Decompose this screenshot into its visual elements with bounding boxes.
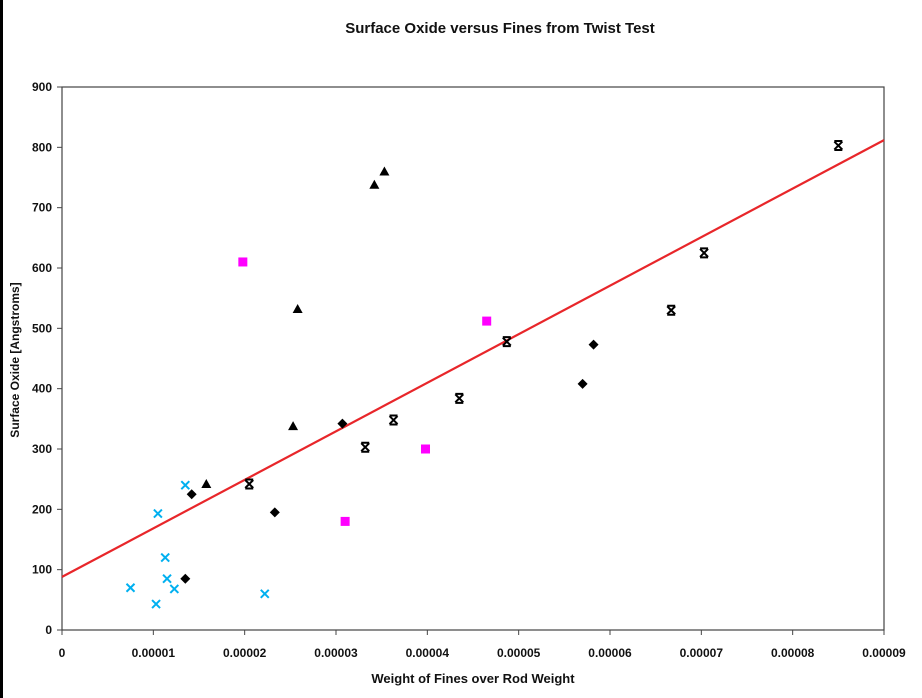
diamond-point bbox=[186, 489, 197, 500]
x-tick-label: 0.00002 bbox=[223, 646, 267, 660]
y-tick-label: 400 bbox=[32, 382, 52, 396]
x-point bbox=[160, 552, 170, 563]
x-tick-label: 0.00001 bbox=[132, 646, 176, 660]
asterisk-point bbox=[360, 441, 370, 453]
y-tick-label: 600 bbox=[32, 261, 52, 275]
triangle-point bbox=[369, 179, 380, 189]
square-point bbox=[421, 444, 431, 454]
asterisk-point bbox=[833, 140, 844, 152]
x-tick-label: 0.00008 bbox=[771, 646, 815, 660]
trendline bbox=[61, 139, 885, 578]
y-tick-label: 200 bbox=[32, 502, 52, 516]
square-point bbox=[340, 516, 350, 526]
asterisk-point bbox=[454, 392, 465, 404]
asterisk-point bbox=[666, 304, 676, 316]
plot-frame bbox=[61, 86, 885, 631]
x-tick-label: 0.00003 bbox=[314, 646, 358, 660]
y-tick-label: 300 bbox=[32, 442, 52, 456]
x-point bbox=[260, 589, 270, 599]
y-tick-label: 900 bbox=[32, 80, 52, 94]
asterisk-point bbox=[502, 336, 512, 348]
asterisk-point bbox=[699, 247, 709, 259]
diamond-point bbox=[180, 573, 191, 584]
x-axis-label: Weight of Fines over Rod Weight bbox=[371, 671, 575, 686]
triangle-point bbox=[201, 478, 212, 488]
x-point bbox=[162, 574, 172, 584]
x-point bbox=[153, 508, 163, 519]
y-tick-label: 700 bbox=[32, 201, 52, 215]
window-edge bbox=[0, 0, 3, 698]
diamond-point bbox=[337, 418, 348, 429]
x-point bbox=[180, 480, 191, 490]
y-tick-label: 0 bbox=[45, 623, 52, 637]
x-tick-label: 0.00005 bbox=[497, 646, 541, 660]
triangle-point bbox=[379, 166, 390, 176]
x-point bbox=[151, 599, 161, 609]
chart-title: Surface Oxide versus Fines from Twist Te… bbox=[345, 20, 655, 37]
x-tick-label: 0.00009 bbox=[862, 646, 906, 660]
x-point bbox=[125, 583, 136, 593]
triangle-point bbox=[288, 421, 299, 431]
y-tick-label: 500 bbox=[32, 321, 52, 335]
y-axis-label: Surface Oxide [Angstroms] bbox=[8, 282, 22, 438]
y-tick-label: 100 bbox=[32, 563, 52, 577]
x-point bbox=[169, 584, 180, 594]
x-tick-label: 0.00004 bbox=[406, 646, 450, 660]
asterisk-point bbox=[388, 414, 399, 426]
x-tick-label: 0.00006 bbox=[588, 646, 632, 660]
square-point bbox=[482, 316, 492, 326]
asterisk-point bbox=[244, 478, 254, 490]
y-tick-label: 800 bbox=[32, 140, 52, 154]
x-tick-label: 0 bbox=[59, 646, 66, 660]
diamond-point bbox=[269, 507, 280, 518]
triangle-point bbox=[292, 304, 303, 314]
square-point bbox=[238, 257, 248, 267]
x-tick-label: 0.00007 bbox=[680, 646, 724, 660]
diamond-point bbox=[588, 339, 599, 350]
diamond-point bbox=[577, 378, 588, 389]
